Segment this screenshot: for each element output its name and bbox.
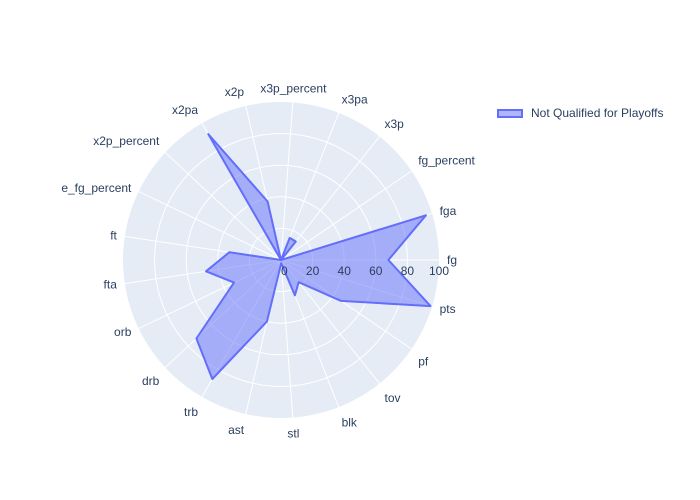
angular-axis-label: trb: [184, 405, 198, 419]
angular-gridline: [138, 190, 282, 261]
angular-axis-label: x3pa: [342, 93, 368, 107]
angular-axis-label: stl: [287, 427, 299, 441]
angular-axis-label: x2p: [225, 85, 245, 99]
radar-data: [195, 133, 432, 380]
angular-gridline: [280, 112, 340, 261]
angular-axis-label: fta: [104, 278, 118, 292]
radial-tick-label: 60: [369, 264, 383, 278]
angular-axis-label: fg: [447, 253, 457, 267]
radial-tick-label: 80: [401, 264, 415, 278]
radial-tick-label: 40: [338, 264, 352, 278]
angular-gridline: [280, 170, 412, 261]
angular-axis-label: pts: [440, 302, 456, 316]
angular-axis-label: ast: [228, 423, 245, 437]
radial-tick-label: 0: [281, 264, 288, 278]
radial-tick-label: 20: [306, 264, 320, 278]
angular-gridline: [280, 102, 294, 261]
angular-axis-label: fga: [440, 204, 457, 218]
angular-axis-label: drb: [142, 374, 160, 388]
angular-axis-label: ft: [110, 228, 117, 242]
angular-axis-label: x3p: [385, 117, 405, 131]
angular-gridline: [164, 152, 282, 261]
angular-axis-label: x3p_percent: [260, 82, 327, 96]
legend-swatch: [497, 108, 523, 118]
angular-gridline: [280, 259, 294, 418]
angular-gridline: [280, 136, 380, 261]
angular-axis-label: pf: [418, 355, 429, 369]
angular-axis-label: tov: [385, 391, 401, 405]
angular-axis-label: x2p_percent: [93, 134, 160, 148]
angular-axis-label: x2pa: [172, 103, 198, 117]
radial-tick-label: 100: [429, 264, 449, 278]
legend-label: Not Qualified for Playoffs: [531, 106, 664, 120]
angular-axis-label: e_fg_percent: [61, 181, 132, 195]
angular-axis-label: fg_percent: [418, 154, 475, 168]
chart-legend[interactable]: Not Qualified for Playoffs: [497, 106, 664, 120]
angular-axis-label: orb: [114, 325, 132, 339]
angular-axis-label: blk: [342, 416, 358, 430]
